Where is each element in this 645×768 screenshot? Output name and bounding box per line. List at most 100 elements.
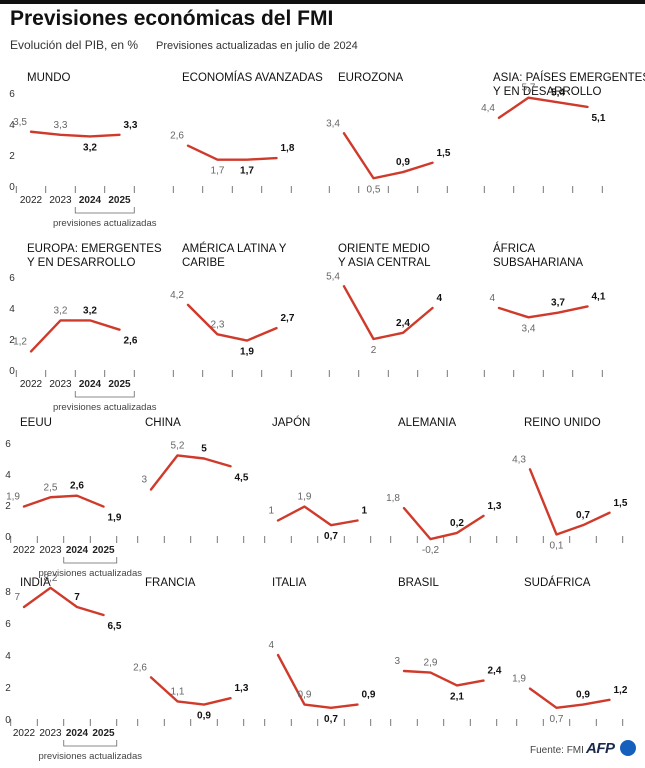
x-tick-label: 2025 — [92, 545, 115, 556]
afp-logo: AFP — [586, 738, 642, 762]
data-label: 0,5 — [367, 184, 381, 195]
data-label: 5 — [201, 444, 207, 455]
series-line — [497, 96, 589, 120]
forecast-bracket — [63, 740, 118, 747]
data-label: 1,9 — [240, 347, 254, 358]
forecast-note: previsiones actualizadas — [38, 751, 142, 762]
series-line — [276, 505, 359, 527]
top-rule — [0, 0, 645, 4]
series-line — [149, 454, 232, 491]
panel-3: ASIA: PAÍSES EMERGENTES Y EN DESARROLLO 4,… — [481, 71, 645, 193]
afp-logo-ball-icon — [620, 740, 636, 756]
panel-title: BRASIL — [398, 577, 440, 589]
series-line — [22, 494, 105, 508]
y-tick-label: 0 — [5, 715, 11, 726]
data-label: 1,9 — [108, 513, 122, 524]
update-note: Previsiones actualizadas en julio de 202… — [156, 40, 358, 52]
x-tick-label: 2022 — [13, 728, 36, 739]
data-label: 1 — [362, 506, 368, 517]
data-label: 6,5 — [108, 621, 122, 632]
panel-title: SUDÁFRICA — [524, 576, 591, 589]
series-line — [342, 285, 434, 341]
data-label: 8,2 — [44, 573, 58, 584]
panel-title: AMÉRICA LATINA Y — [182, 242, 287, 255]
data-label: 4 — [489, 293, 495, 304]
y-tick-label: 4 — [5, 470, 11, 481]
afp-logo-text: AFP — [586, 740, 615, 757]
panel-title: EEUU — [20, 417, 52, 429]
y-tick-label: 6 — [9, 273, 15, 284]
data-label: 1,3 — [235, 683, 249, 694]
panel-9: CHINA 3 5,2 5 4,5 — [137, 417, 249, 543]
data-label: 5,4 — [551, 87, 565, 98]
panel-0: MUNDO 0 2 4 6 2022 2023 2024 2025 previsiones act… — [9, 72, 157, 229]
data-label: 2,5 — [44, 482, 58, 493]
panel-title: EUROZONA — [338, 72, 404, 84]
data-label: 2,7 — [281, 313, 295, 324]
data-label: 2,4 — [488, 666, 502, 677]
data-label: 4,5 — [235, 472, 249, 483]
data-label: -0,2 — [422, 545, 440, 556]
data-label: 0,7 — [550, 714, 564, 725]
series-line — [528, 687, 611, 709]
data-label: 2,6 — [133, 662, 147, 673]
y-tick-label: 8 — [5, 587, 11, 598]
x-tick-label: 2024 — [66, 545, 89, 556]
forecast-note: previsiones actualizadas — [53, 402, 157, 413]
panel-title: Y EN DESARROLLO — [27, 257, 135, 269]
panel-title: CHINA — [145, 417, 181, 429]
panel-17: SUDÁFRICA 1,9 0,7 0,9 1,2 — [512, 576, 628, 726]
series-line — [22, 586, 105, 617]
data-label: 2,6 — [170, 131, 184, 142]
data-label: 4 — [268, 640, 274, 651]
y-tick-label: 2 — [9, 335, 15, 346]
y-tick-label: 0 — [5, 532, 11, 543]
data-label: 3 — [394, 656, 400, 667]
data-label: 0,2 — [450, 518, 464, 529]
data-label: 4,3 — [512, 454, 526, 465]
data-label: 3,3 — [124, 120, 138, 131]
series-line — [29, 319, 121, 353]
data-label: 2 — [371, 345, 377, 356]
panel-title: REINO UNIDO — [524, 417, 601, 429]
series-line — [29, 130, 121, 138]
data-label: 4 — [437, 293, 443, 304]
y-tick-label: 0 — [9, 182, 15, 193]
data-label: 3,3 — [54, 120, 68, 131]
y-tick-label: 2 — [5, 501, 11, 512]
forecast-note: previsiones actualizadas — [53, 218, 157, 229]
panel-11: ALEMANIA 1,8 -0,2 0,2 1,3 — [386, 417, 502, 556]
x-tick-label: 2025 — [108, 195, 131, 206]
y-tick-label: 4 — [9, 304, 15, 315]
data-label: 1,7 — [240, 166, 254, 177]
data-label: 0,7 — [324, 531, 338, 542]
series-line — [186, 303, 278, 342]
x-tick-label: 2023 — [39, 728, 62, 739]
data-label: 1,9 — [6, 492, 20, 503]
data-label: 1,2 — [13, 336, 27, 347]
data-label: 0,9 — [576, 690, 590, 701]
x-tick-label: 2024 — [79, 379, 102, 390]
data-label: 1,2 — [614, 685, 628, 696]
panel-2: EUROZONA 3,4 0,5 0,9 1,5 — [326, 72, 451, 195]
y-tick-label: 6 — [5, 439, 11, 450]
data-label: 1,1 — [171, 686, 185, 697]
data-label: 2,1 — [450, 691, 464, 702]
data-label: 1,3 — [488, 501, 502, 512]
panel-title: Y EN DESARROLLO — [493, 86, 601, 98]
data-label: 0,9 — [396, 157, 410, 168]
data-label: 1,5 — [437, 148, 451, 159]
x-tick-label: 2023 — [49, 195, 72, 206]
data-label: 0,7 — [324, 714, 338, 725]
data-label: 1,8 — [281, 143, 295, 154]
x-tick-label: 2025 — [92, 728, 115, 739]
data-label: 3,4 — [326, 118, 340, 129]
source-note: Fuente: FMI — [530, 745, 584, 756]
y-tick-label: 2 — [5, 683, 11, 694]
y-tick-label: 2 — [9, 151, 15, 162]
data-label: 3,2 — [83, 142, 97, 153]
panel-13: INDIA 0 2 4 6 8 2022 2023 2024 2025 previsiones ac… — [5, 573, 142, 762]
x-tick-label: 2024 — [66, 728, 89, 739]
data-label: 1,9 — [512, 674, 526, 685]
panel-title: Y ASIA CENTRAL — [338, 257, 431, 269]
